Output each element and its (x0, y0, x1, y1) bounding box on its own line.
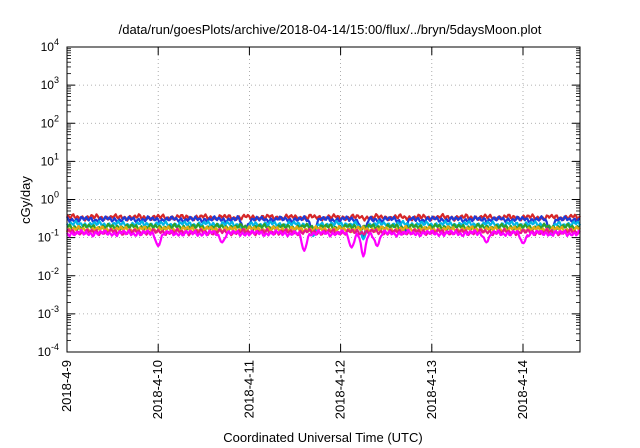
y-axis-label: cGy/day (18, 176, 33, 224)
y-tick-label: 10-3 (38, 304, 59, 321)
series-group (65, 212, 582, 258)
y-tick-labels: 10-4 10-3 10-2 10-1 100 101 102 103 104 (38, 37, 59, 359)
grid (66, 46, 580, 353)
y-tick-label: 10-2 (38, 266, 59, 283)
x-tick-label: 2018-4-14 (515, 360, 530, 419)
x-axis-label: Coordinated Universal Time (UTC) (223, 430, 422, 445)
plot-frame (66, 46, 581, 353)
x-tick-label: 2018-4-10 (150, 360, 165, 419)
y-tick-label: 10-1 (38, 228, 59, 245)
y-tick-label: 102 (41, 113, 59, 130)
y-tick-label: 101 (41, 151, 59, 168)
chart-title: /data/run/goesPlots/archive/2018-04-14/1… (119, 22, 542, 37)
y-tick-label: 104 (41, 37, 59, 54)
x-tick-label: 2018-4-9 (59, 360, 74, 412)
y-tick-label: 10-4 (38, 342, 59, 359)
x-tick-label: 2018-4-11 (241, 360, 256, 418)
x-tick-label: 2018-4-12 (333, 360, 348, 419)
x-tick-labels: 2018-4-9 2018-4-10 2018-4-11 2018-4-12 2018-… (59, 360, 530, 419)
y-tick-label: 100 (41, 190, 59, 207)
x-tick-label: 2018-4-13 (424, 360, 439, 419)
series-line-7 (66, 228, 581, 258)
y-tick-label: 103 (41, 75, 59, 92)
series-line-2 (66, 215, 580, 239)
